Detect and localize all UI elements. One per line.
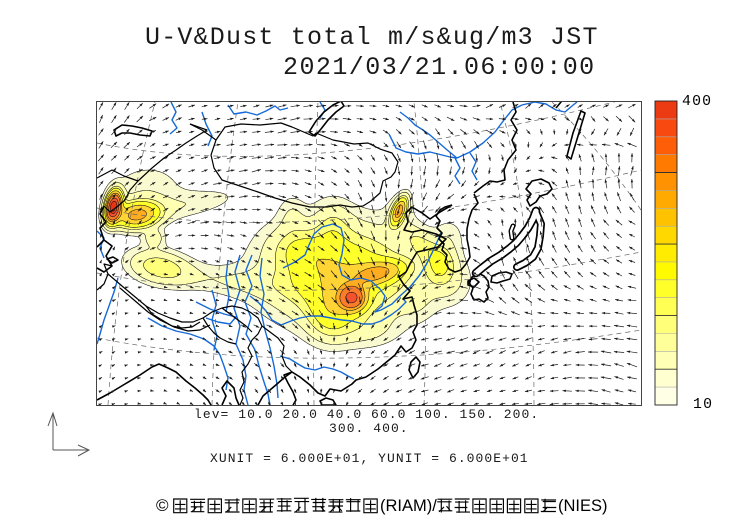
svg-text:10: 10 [693,397,713,413]
svg-text:2021/03/21.06:00:00: 2021/03/21.06:00:00 [283,53,596,82]
svg-text:U-V&Dust total m/s&ug/m3 JST: U-V&Dust total m/s&ug/m3 JST [145,23,599,52]
svg-text:lev= 10.0 20.0 40.0 60.0 100.: lev= 10.0 20.0 40.0 60.0 100. 150. 200. [194,407,539,422]
svg-text:400: 400 [682,94,712,110]
svg-text:300. 400.: 300. 400. [329,421,409,436]
svg-text:(NIES): (NIES) [558,497,608,515]
svg-text:XUNIT = 6.000E+01, YUNIT = 6.0: XUNIT = 6.000E+01, YUNIT = 6.000E+01 [210,451,529,466]
svg-text:©: © [156,496,169,515]
svg-text:(RIAM)/: (RIAM)/ [380,497,437,515]
